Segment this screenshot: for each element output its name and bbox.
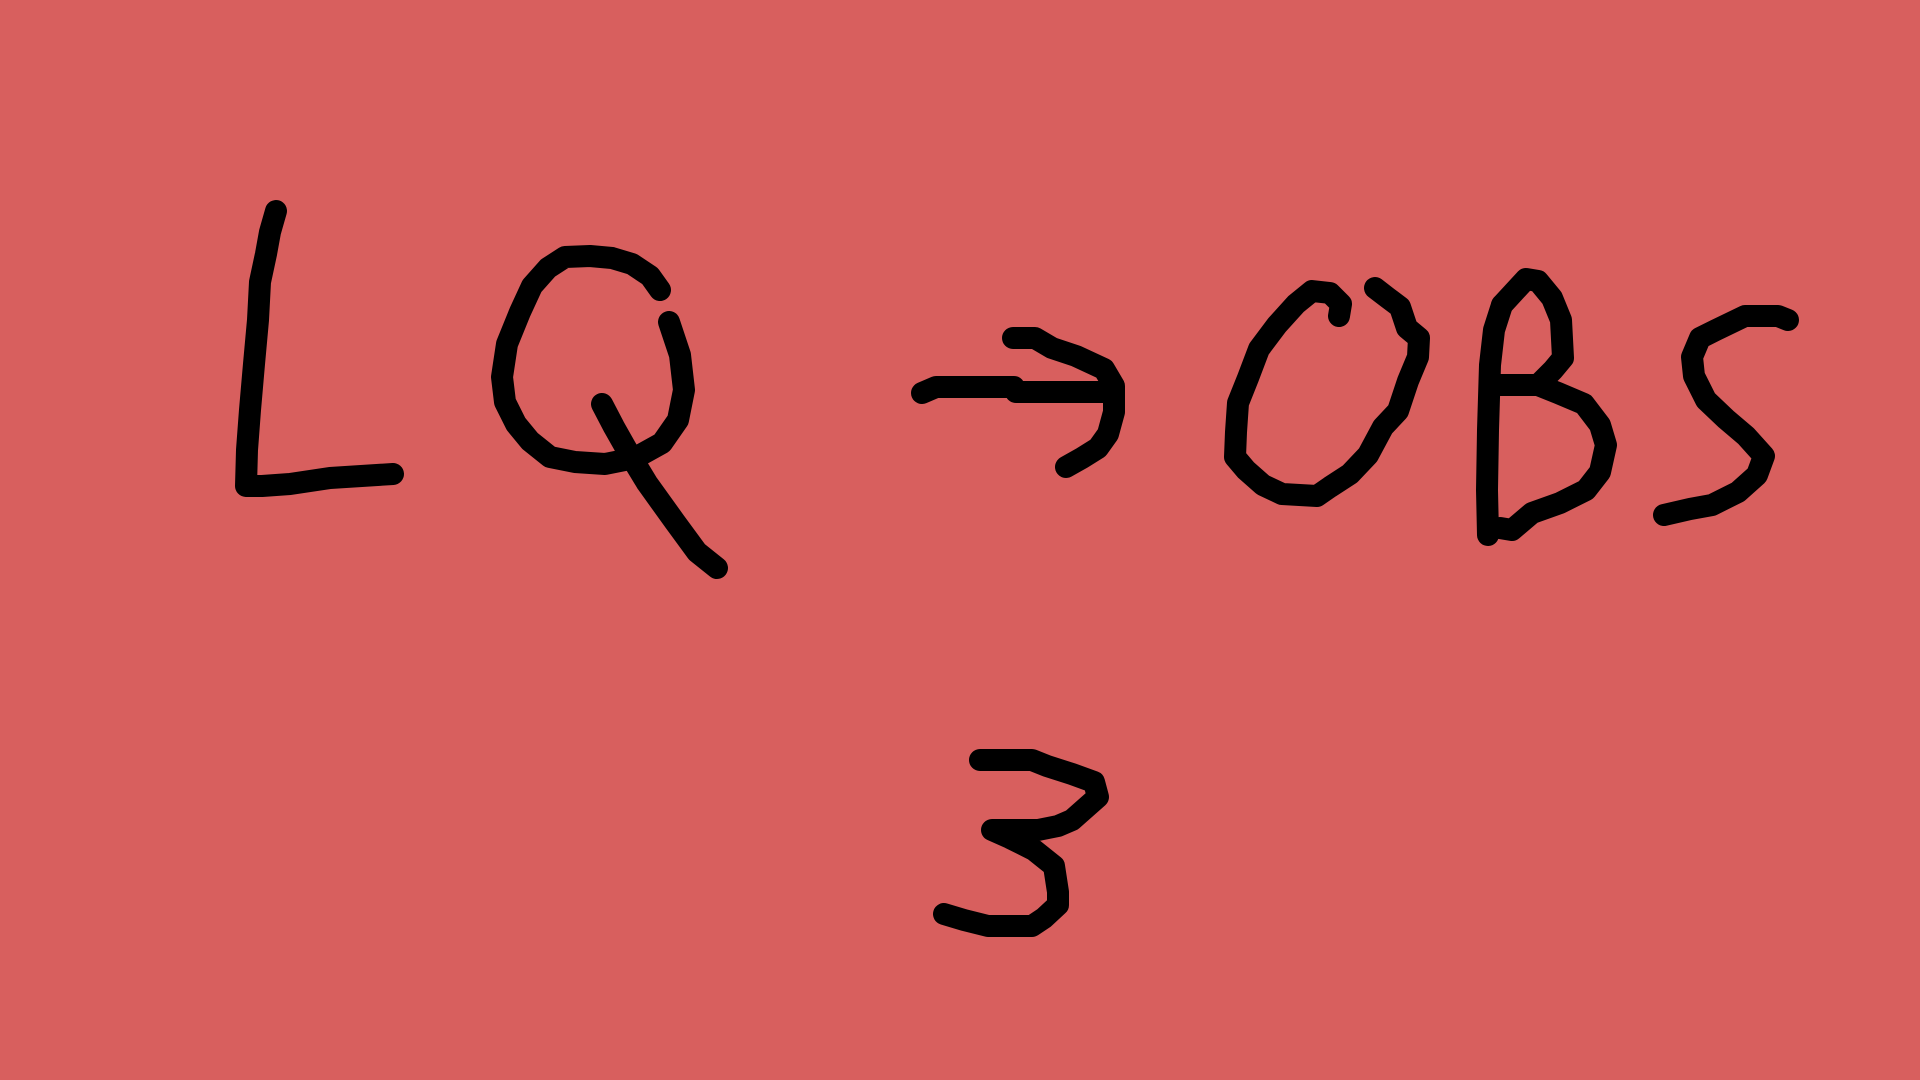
letter-o: [1224, 277, 1430, 507]
letter-l: [235, 200, 404, 497]
handwritten-obs: [1224, 268, 1799, 546]
letter-q-tail: [591, 393, 728, 579]
arrow-head: [1002, 327, 1125, 478]
letter-b-upper-bowl: [1481, 268, 1574, 396]
handwritten-arrow: [911, 327, 1125, 478]
digit-3: [933, 749, 1109, 937]
handwritten-lq: [235, 200, 728, 579]
letter-q-loop: [491, 245, 695, 475]
handwritten-3: [933, 749, 1109, 937]
arrow-shaft: [911, 376, 1115, 404]
letter-s: [1653, 305, 1799, 526]
letter-b-lower-bowl: [1489, 374, 1617, 541]
letter-b-stem: [1476, 294, 1513, 546]
